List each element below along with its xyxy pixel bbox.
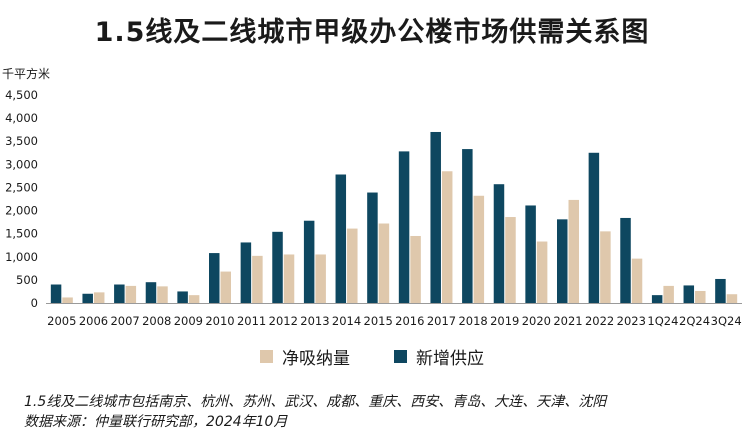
x-tick-label: 2010 <box>205 314 234 328</box>
y-tick-label: 3,500 <box>5 134 38 148</box>
bar-supply <box>272 231 283 303</box>
y-tick-label: 4,500 <box>5 88 38 102</box>
source-note: 数据来源：仲量联行研究部，2024年10月 <box>24 414 288 430</box>
y-tick-label: 500 <box>16 273 38 287</box>
bar-supply <box>557 219 568 303</box>
x-tick-label: 2014 <box>332 314 361 328</box>
bar-absorption <box>631 258 643 303</box>
bar-supply <box>177 291 188 303</box>
legend-label-absorption: 净吸纳量 <box>282 349 350 369</box>
bar-absorption <box>93 292 105 303</box>
bar-supply <box>683 285 695 303</box>
bar-supply <box>715 278 726 303</box>
bar-supply <box>50 284 62 303</box>
bar-supply <box>620 217 631 303</box>
bar-supply <box>367 192 378 303</box>
bar-absorption <box>663 285 674 303</box>
cities-note: 1.5线及二线城市包括南京、杭州、苏州、武汉、成都、重庆、西安、青岛、大连、天津… <box>24 394 607 410</box>
x-tick-label: 2016 <box>395 314 424 328</box>
legend-swatch-absorption <box>260 350 273 363</box>
bar-supply <box>462 149 473 303</box>
bar-absorption <box>188 295 200 303</box>
legend-swatch-supply <box>394 350 407 363</box>
bar-absorption <box>252 255 263 303</box>
bar-absorption <box>157 286 168 303</box>
x-tick-label: 2007 <box>110 314 139 328</box>
legend: 净吸纳量 新增供应 <box>0 344 744 369</box>
x-tick-label: 2008 <box>142 314 171 328</box>
bar-absorption <box>283 254 295 303</box>
x-tick-label: 2009 <box>174 314 203 328</box>
bar-absorption <box>62 297 73 303</box>
y-tick-label: 2,500 <box>5 180 38 194</box>
bar-supply <box>303 220 315 303</box>
bar-supply <box>82 293 93 303</box>
bar-supply <box>525 205 536 303</box>
bar-absorption <box>220 271 231 303</box>
bar-supply <box>240 242 252 303</box>
bar-supply <box>398 151 410 303</box>
bar-supply <box>209 253 220 303</box>
bar-absorption <box>378 223 390 303</box>
bar-absorption <box>505 217 516 303</box>
bar-absorption <box>695 290 706 303</box>
x-tick-label: 2013 <box>300 314 329 328</box>
bar-absorption <box>347 228 358 303</box>
x-tick-label: 2006 <box>79 314 108 328</box>
bar-absorption <box>726 294 738 303</box>
bar-supply <box>588 152 600 303</box>
bar-supply <box>651 295 663 303</box>
x-tick-label: 2012 <box>269 314 298 328</box>
x-tick-label: 2021 <box>553 314 582 328</box>
bar-absorption <box>410 235 421 303</box>
bar-absorption <box>315 254 326 303</box>
bar-absorption <box>568 199 579 303</box>
x-tick-label: 2015 <box>364 314 393 328</box>
y-axis-label: 千平方米 <box>2 66 50 81</box>
x-tick-label: 2019 <box>490 314 519 328</box>
bar-supply <box>114 284 125 303</box>
bar-supply <box>430 131 441 303</box>
footnotes: 1.5线及二线城市包括南京、杭州、苏州、武汉、成都、重庆、西安、青岛、大连、天津… <box>24 392 606 432</box>
y-tick-label: 2,000 <box>5 204 38 218</box>
x-tick-label: 2023 <box>617 314 646 328</box>
x-tick-label: 2Q24 <box>679 314 710 328</box>
x-tick-label: 2018 <box>458 314 487 328</box>
x-tick-label: 2017 <box>427 314 456 328</box>
legend-item-supply: 新增供应 <box>394 344 484 369</box>
legend-item-absorption: 净吸纳量 <box>260 344 350 369</box>
bar-absorption <box>441 171 453 303</box>
y-tick-label: 1,500 <box>5 227 38 241</box>
x-tick-label: 2022 <box>585 314 614 328</box>
bar-supply <box>145 282 157 303</box>
x-tick-label: 1Q24 <box>647 314 678 328</box>
y-tick-label: 3,000 <box>5 157 38 171</box>
x-tick-label: 2005 <box>47 314 76 328</box>
x-tick-label: 2020 <box>522 314 551 328</box>
bar-supply <box>335 174 347 303</box>
y-tick-label: 1,000 <box>5 250 38 264</box>
bar-absorption <box>125 285 137 303</box>
x-tick-label: 3Q24 <box>711 314 742 328</box>
bar-absorption <box>536 241 548 303</box>
x-tick-label: 2011 <box>237 314 266 328</box>
chart-title: 1.5线及二线城市甲级办公楼市场供需关系图 <box>94 17 650 48</box>
bar-absorption <box>473 195 485 303</box>
y-tick-label: 0 <box>31 296 38 310</box>
bar-supply <box>493 184 505 303</box>
legend-label-supply: 新增供应 <box>416 349 484 369</box>
bar-absorption <box>600 231 611 303</box>
y-tick-label: 4,000 <box>5 111 38 125</box>
